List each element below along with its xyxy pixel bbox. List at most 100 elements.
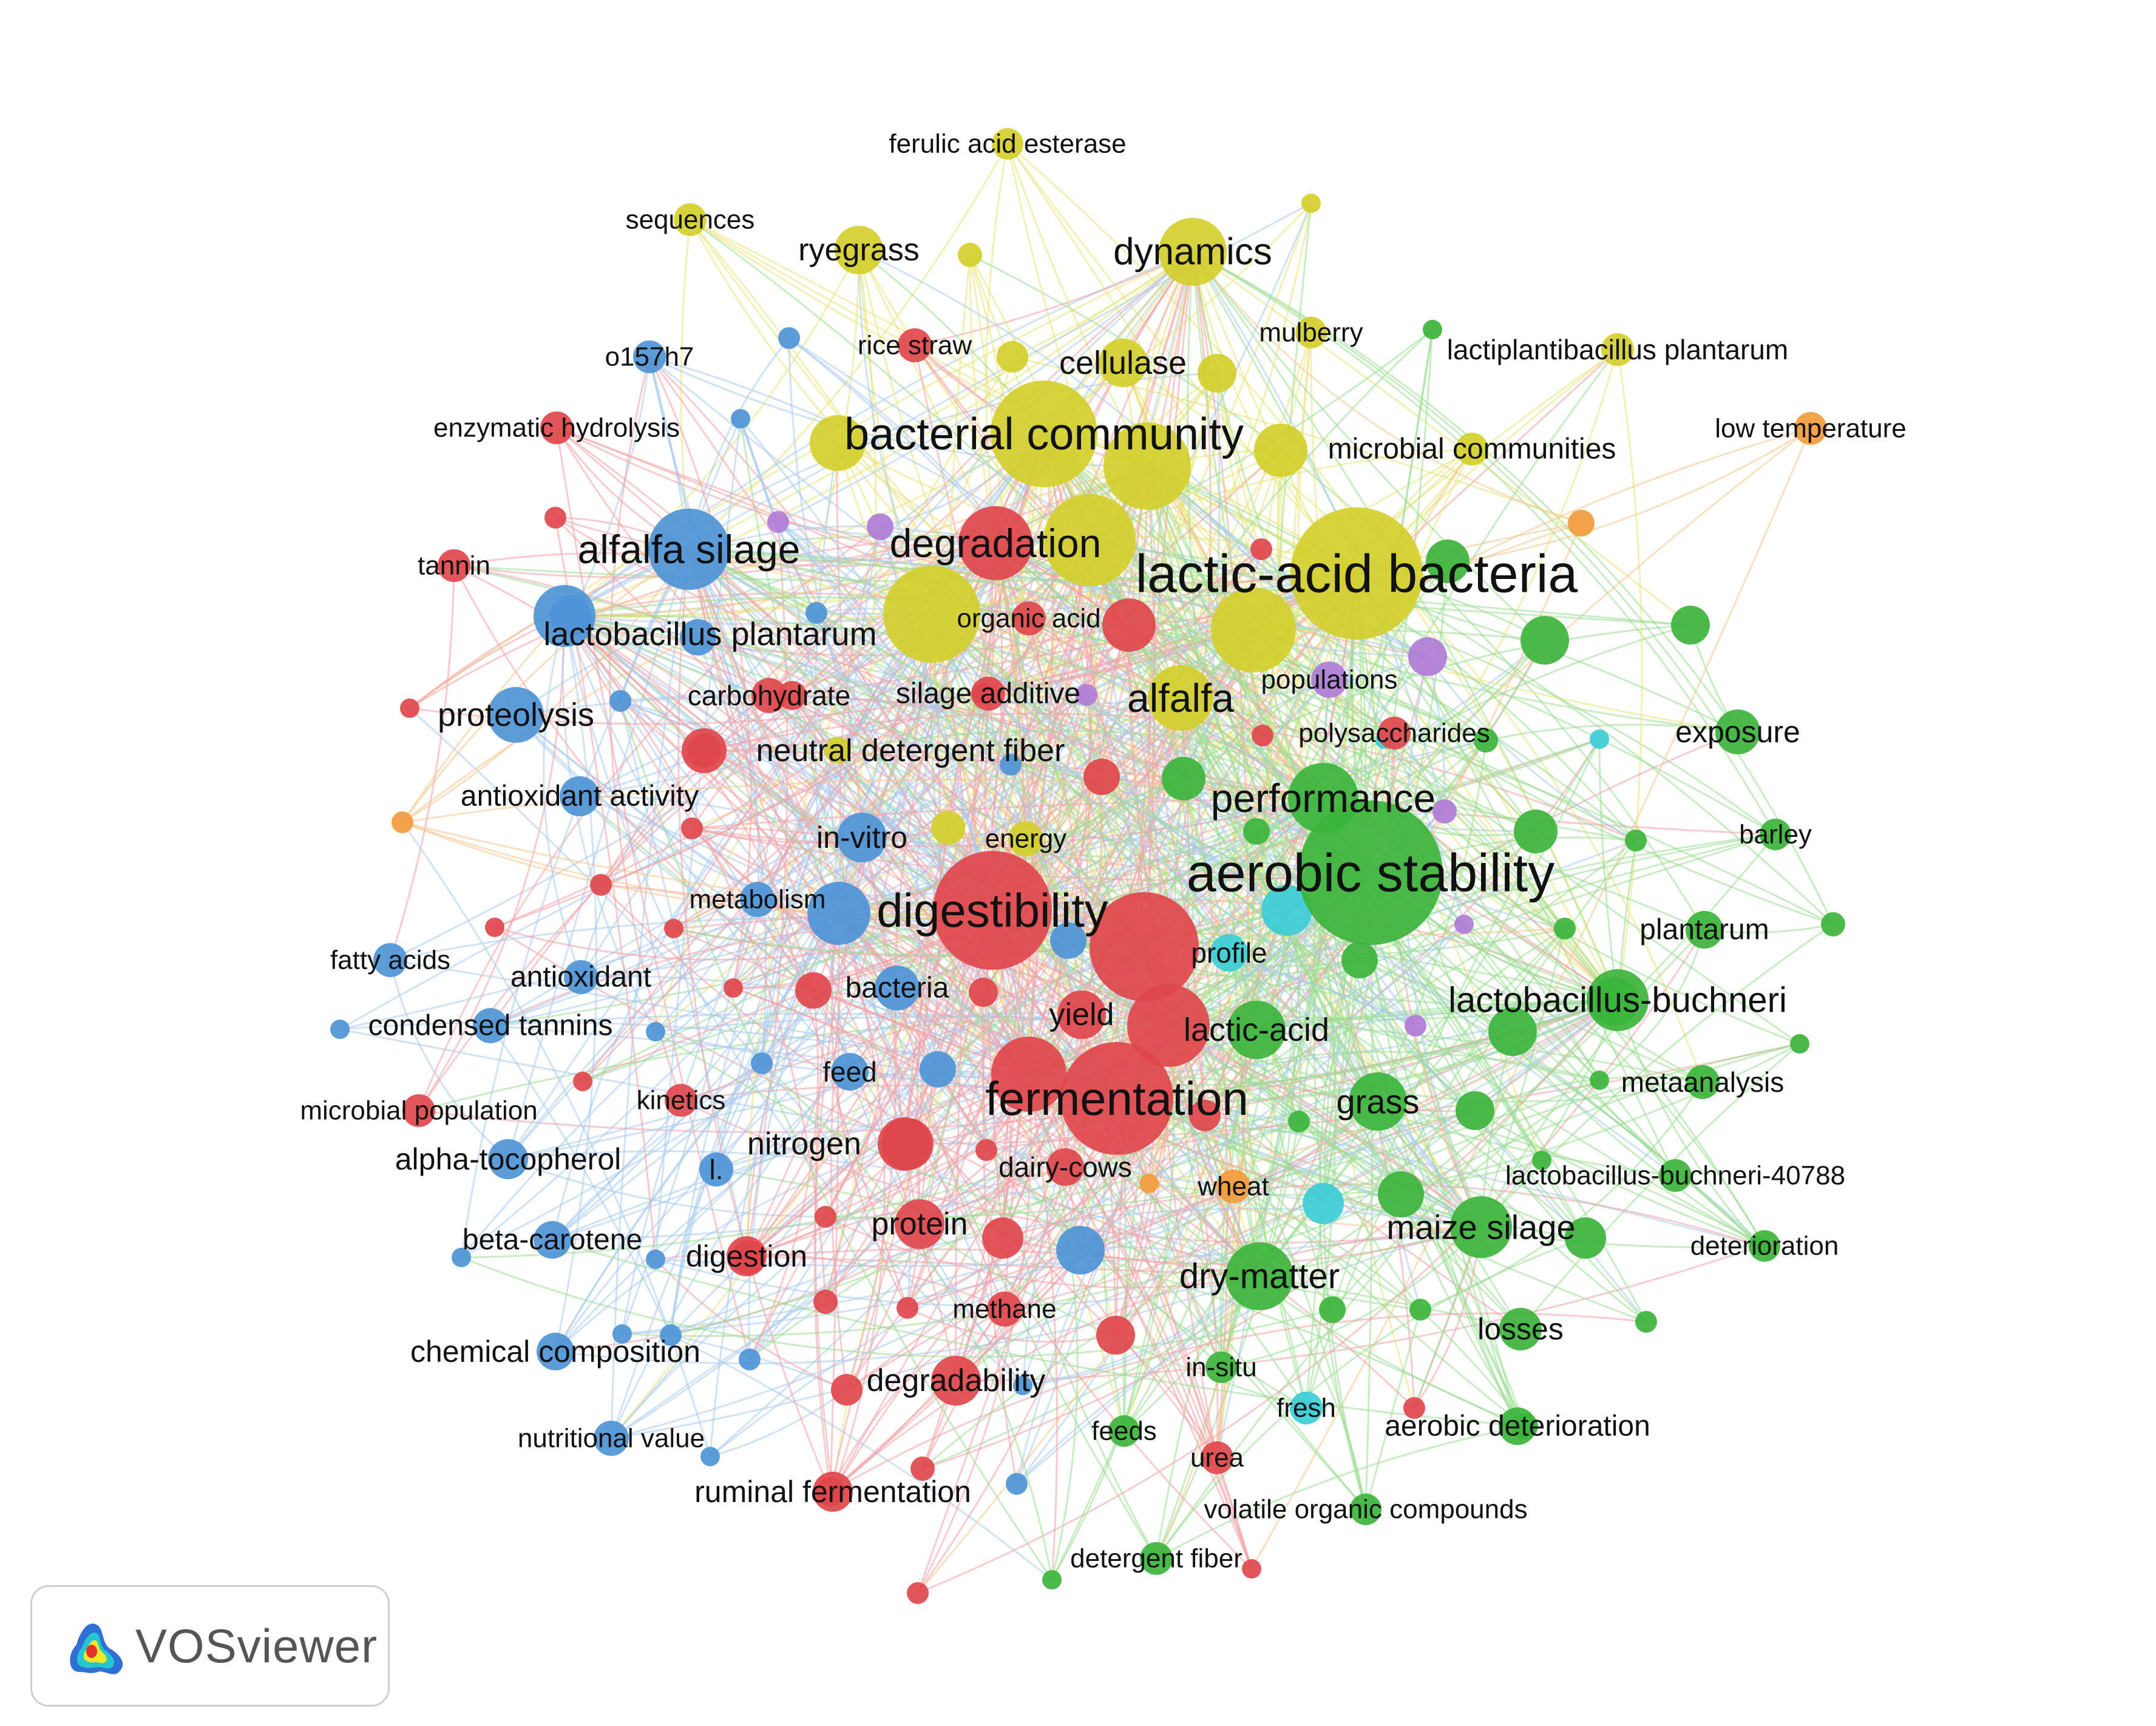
keyword-node[interactable] xyxy=(1686,911,1723,949)
keyword-node[interactable] xyxy=(1139,1174,1159,1193)
keyword-node[interactable] xyxy=(987,1291,1022,1327)
keyword-node[interactable] xyxy=(1821,912,1845,936)
keyword-node[interactable] xyxy=(648,509,730,590)
keyword-node[interactable] xyxy=(1625,830,1647,851)
keyword-node[interactable] xyxy=(910,1457,935,1481)
keyword-node[interactable] xyxy=(1013,1376,1032,1395)
keyword-node[interactable] xyxy=(392,811,413,833)
keyword-node[interactable] xyxy=(1261,885,1312,936)
keyword-node[interactable] xyxy=(590,874,612,896)
keyword-node[interactable] xyxy=(1749,1230,1780,1262)
keyword-node[interactable] xyxy=(1096,1316,1135,1355)
keyword-node[interactable] xyxy=(544,507,566,529)
keyword-node[interactable] xyxy=(1686,1065,1720,1099)
keyword-node[interactable] xyxy=(1000,754,1022,776)
keyword-node[interactable] xyxy=(1659,1159,1692,1192)
keyword-node[interactable] xyxy=(1456,1091,1494,1130)
keyword-node[interactable] xyxy=(805,602,827,624)
keyword-node[interactable] xyxy=(1341,942,1378,978)
keyword-node[interactable] xyxy=(564,960,598,994)
keyword-node[interactable] xyxy=(540,411,573,444)
keyword-node[interactable] xyxy=(373,943,407,977)
keyword-node[interactable] xyxy=(1409,1299,1431,1321)
keyword-node[interactable] xyxy=(731,409,750,428)
keyword-node[interactable] xyxy=(1050,922,1086,959)
keyword-node[interactable] xyxy=(1006,1473,1028,1495)
keyword-node[interactable] xyxy=(1450,1196,1512,1258)
keyword-node[interactable] xyxy=(1378,1171,1424,1217)
keyword-node[interactable] xyxy=(1423,320,1442,339)
keyword-node[interactable] xyxy=(1635,1311,1657,1333)
keyword-node[interactable] xyxy=(1108,1415,1140,1447)
keyword-node[interactable] xyxy=(537,1333,574,1370)
keyword-node[interactable] xyxy=(1474,728,1498,753)
keyword-node[interactable] xyxy=(1295,317,1327,348)
keyword-node[interactable] xyxy=(681,817,703,839)
keyword-node[interactable] xyxy=(1456,433,1488,465)
keyword-node[interactable] xyxy=(1488,1007,1537,1056)
keyword-node[interactable] xyxy=(1565,1217,1606,1259)
keyword-node[interactable] xyxy=(1601,333,1634,366)
keyword-node[interactable] xyxy=(831,1053,869,1091)
keyword-node[interactable] xyxy=(1290,1392,1323,1424)
keyword-node[interactable] xyxy=(727,1236,767,1276)
keyword-node[interactable] xyxy=(1076,684,1097,706)
keyword-node[interactable] xyxy=(1205,1352,1237,1383)
keyword-node[interactable] xyxy=(488,687,544,743)
keyword-node[interactable] xyxy=(1148,665,1213,731)
keyword-node[interactable] xyxy=(767,511,789,533)
keyword-node[interactable] xyxy=(594,1421,629,1456)
keyword-node[interactable] xyxy=(992,128,1023,160)
keyword-node[interactable] xyxy=(700,1447,720,1466)
keyword-node[interactable] xyxy=(1298,800,1443,945)
keyword-node[interactable] xyxy=(1227,1001,1286,1059)
keyword-node[interactable] xyxy=(1499,1308,1542,1350)
keyword-node[interactable] xyxy=(485,918,504,937)
keyword-node[interactable] xyxy=(1454,915,1474,934)
keyword-node[interactable] xyxy=(1319,1296,1346,1323)
keyword-node[interactable] xyxy=(665,1084,697,1117)
keyword-node[interactable] xyxy=(813,1472,853,1512)
keyword-node[interactable] xyxy=(534,1221,571,1259)
keyword-node[interactable] xyxy=(958,243,982,267)
keyword-node[interactable] xyxy=(1140,1542,1173,1575)
keyword-node[interactable] xyxy=(1243,818,1270,845)
keyword-node[interactable] xyxy=(1349,1072,1407,1131)
keyword-node[interactable] xyxy=(835,226,883,274)
keyword-node[interactable] xyxy=(674,203,707,236)
keyword-node[interactable] xyxy=(1189,1100,1221,1131)
keyword-node[interactable] xyxy=(1225,1242,1293,1310)
keyword-node[interactable] xyxy=(1211,587,1296,672)
keyword-node[interactable] xyxy=(991,1037,1066,1112)
keyword-node[interactable] xyxy=(751,1052,773,1074)
keyword-node[interactable] xyxy=(1159,218,1227,286)
keyword-node[interactable] xyxy=(875,966,920,1010)
keyword-node[interactable] xyxy=(1301,194,1321,213)
keyword-node[interactable] xyxy=(1012,601,1046,635)
keyword-node[interactable] xyxy=(795,972,832,1009)
keyword-node[interactable] xyxy=(1046,1148,1084,1186)
keyword-node[interactable] xyxy=(1671,606,1710,645)
keyword-node[interactable] xyxy=(1042,1570,1062,1589)
keyword-node[interactable] xyxy=(1403,1397,1425,1419)
keyword-node[interactable] xyxy=(931,1356,981,1406)
keyword-node[interactable] xyxy=(400,699,419,718)
keyword-node[interactable] xyxy=(488,1139,528,1179)
keyword-node[interactable] xyxy=(560,776,600,816)
keyword-node[interactable] xyxy=(1408,637,1447,676)
keyword-node[interactable] xyxy=(1405,1015,1426,1037)
keyword-node[interactable] xyxy=(751,678,787,713)
keyword-node[interactable] xyxy=(837,813,887,862)
keyword-node[interactable] xyxy=(1162,757,1205,800)
keyword-node[interactable] xyxy=(898,328,932,362)
keyword-node[interactable] xyxy=(1099,339,1147,387)
keyword-node[interactable] xyxy=(813,1290,838,1314)
keyword-node[interactable] xyxy=(612,1324,632,1344)
keyword-node[interactable] xyxy=(1715,709,1760,754)
keyword-node[interactable] xyxy=(682,728,727,773)
keyword-node[interactable] xyxy=(534,585,595,647)
keyword-node[interactable] xyxy=(1083,759,1120,795)
keyword-node[interactable] xyxy=(1060,1042,1173,1155)
keyword-node[interactable] xyxy=(1008,821,1043,856)
keyword-node[interactable] xyxy=(1311,662,1348,698)
